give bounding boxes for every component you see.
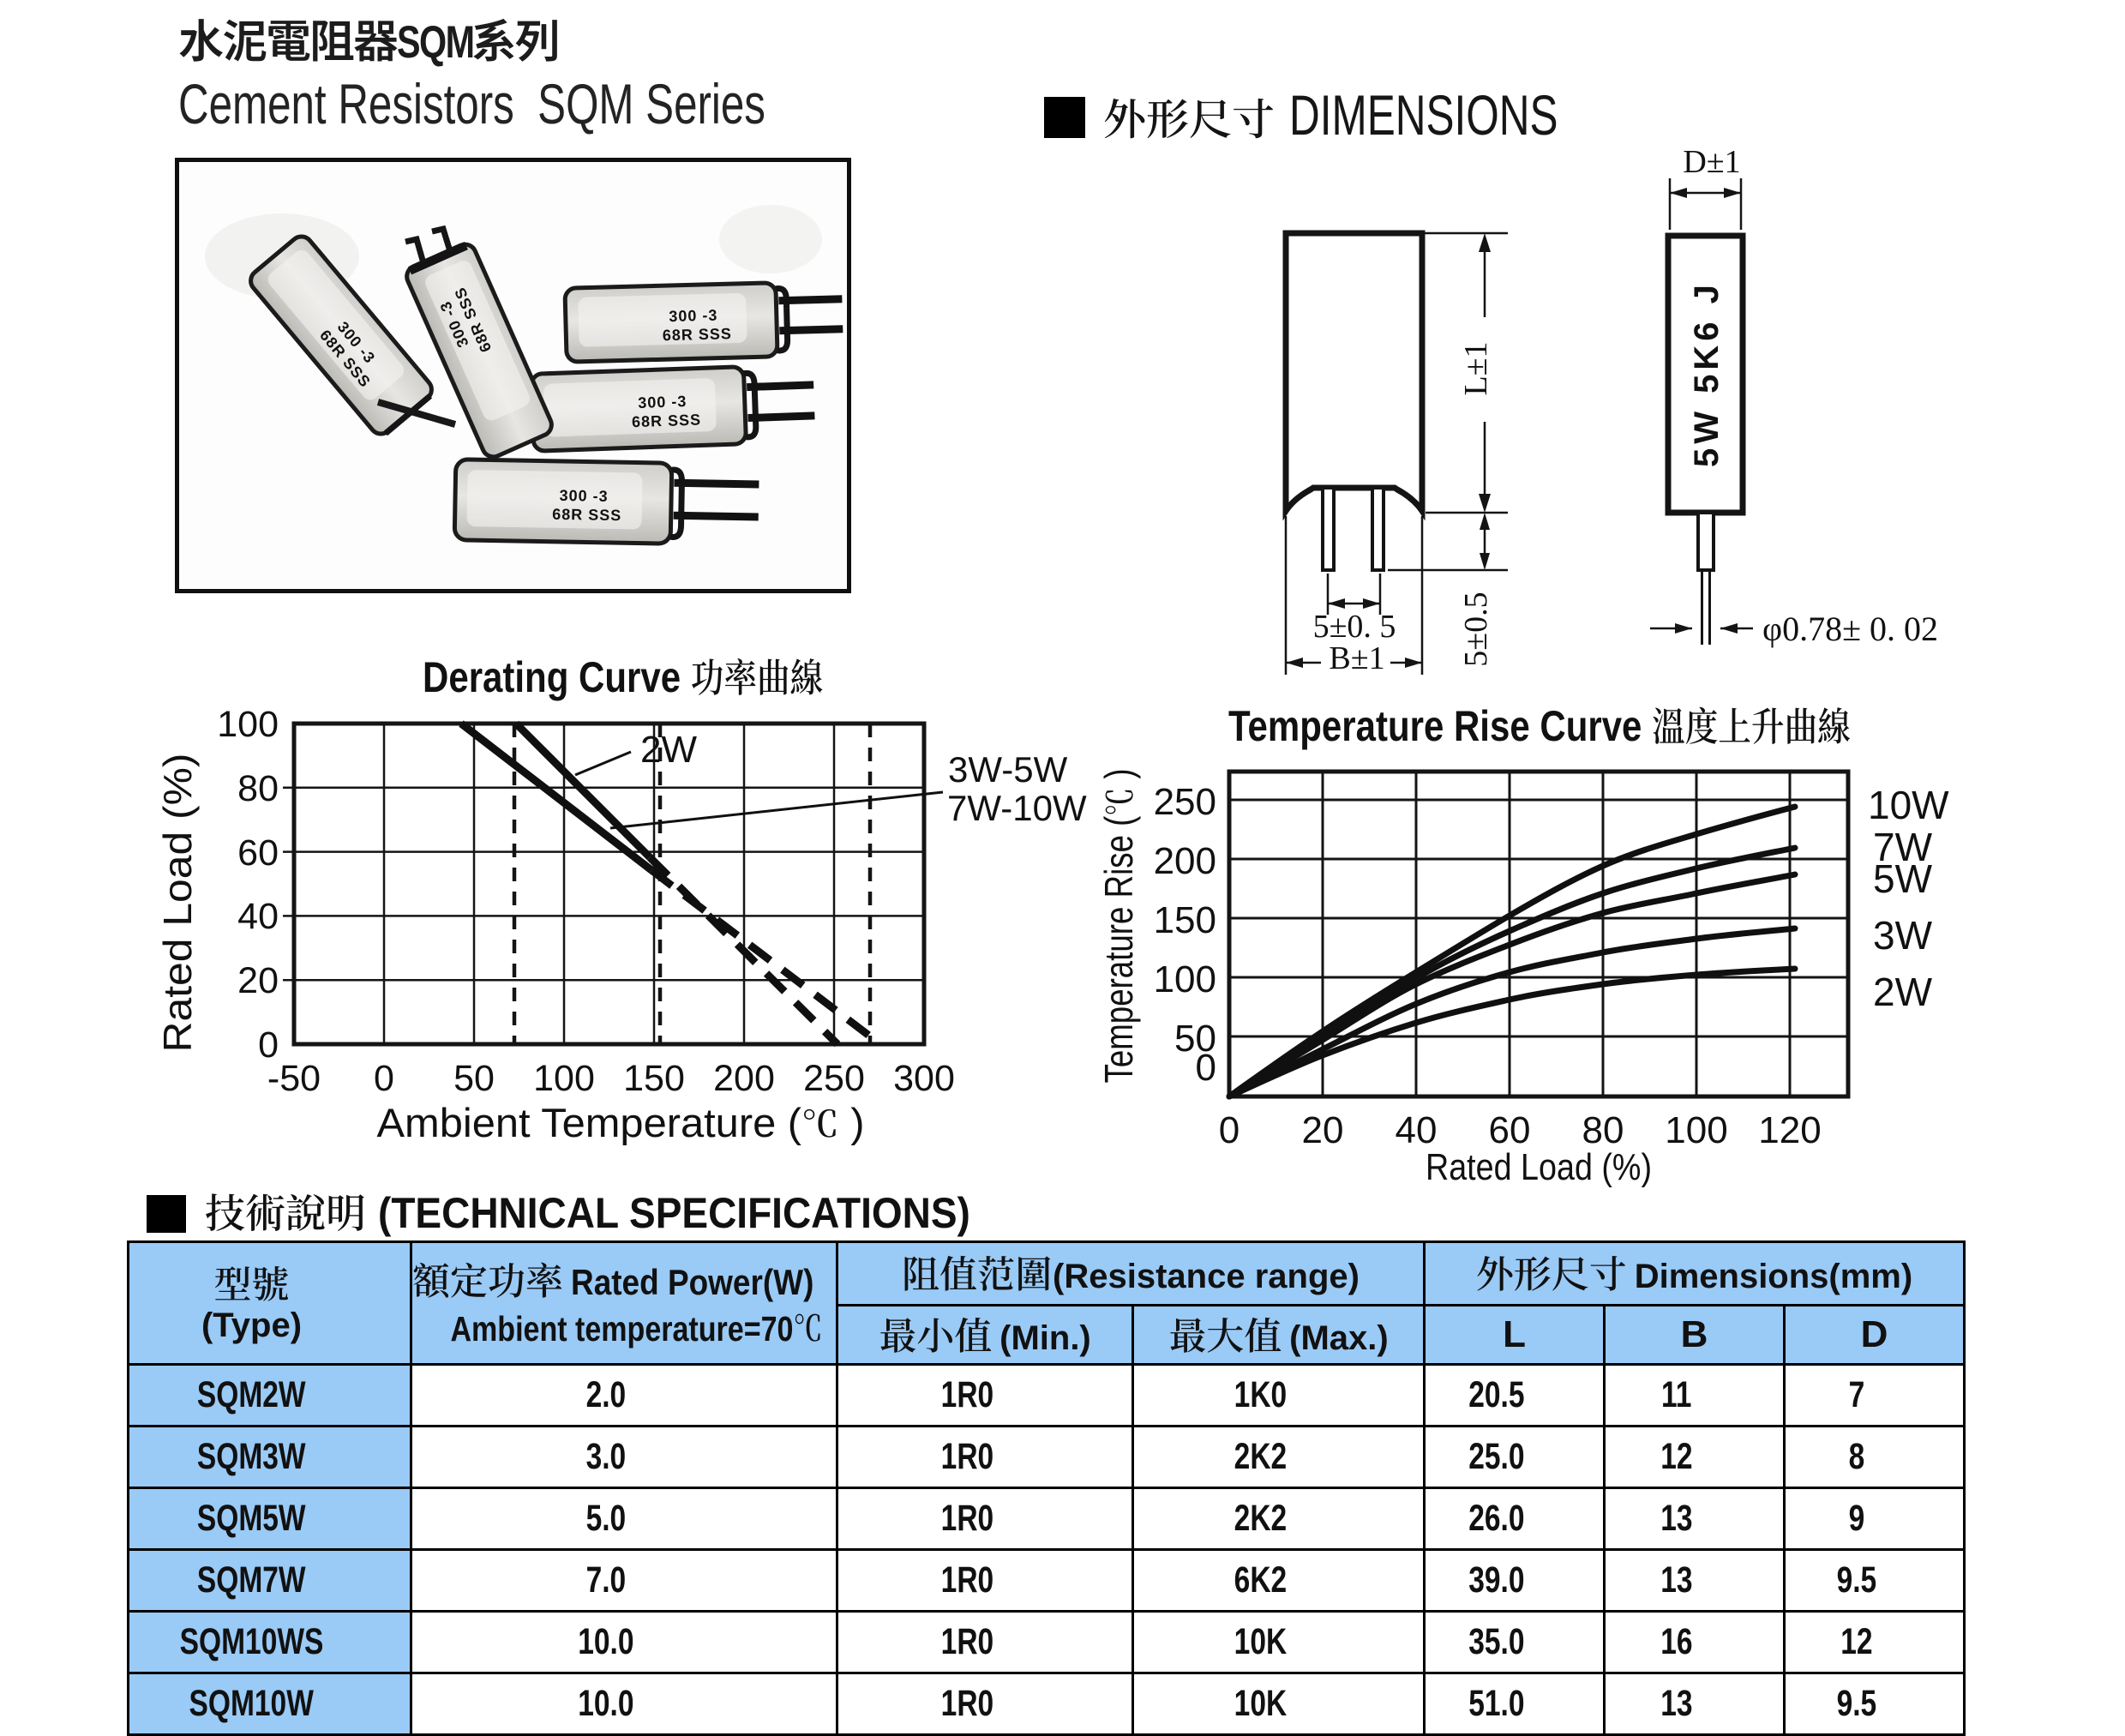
svg-text:5W 5K6 J: 5W 5K6 J	[1688, 280, 1726, 467]
svg-text:60: 60	[1489, 1109, 1531, 1151]
svg-text:L±1: L±1	[1458, 341, 1494, 395]
svg-text:80: 80	[237, 768, 279, 809]
svg-text:300 -3: 300 -3	[559, 487, 608, 505]
svg-text:100: 100	[1665, 1109, 1727, 1151]
svg-text:7W: 7W	[1873, 825, 1933, 869]
svg-text:Temperature Rise (℃ ): Temperature Rise (℃ )	[1092, 769, 1143, 1084]
svg-text:3W: 3W	[1873, 913, 1933, 958]
svg-text:Rated Load (%): Rated Load (%)	[155, 754, 200, 1053]
svg-text:5±0.5: 5±0.5	[1458, 592, 1494, 666]
svg-text:0: 0	[374, 1058, 394, 1099]
svg-text:-50: -50	[267, 1058, 321, 1099]
svg-text:68R SSS: 68R SSS	[552, 506, 621, 524]
svg-text:Rated Load (%): Rated Load (%)	[1426, 1146, 1652, 1188]
svg-text:300: 300	[893, 1058, 955, 1099]
svg-text:50: 50	[453, 1058, 495, 1099]
svg-text:120: 120	[1758, 1109, 1821, 1151]
svg-text:100: 100	[217, 704, 279, 745]
svg-text:68R SSS: 68R SSS	[632, 411, 702, 430]
svg-text:250: 250	[1154, 781, 1216, 823]
svg-text:Ambient Temperature (℃ ): Ambient Temperature (℃ )	[377, 1096, 865, 1148]
svg-text:100: 100	[533, 1058, 595, 1099]
svg-text:40: 40	[237, 896, 279, 937]
svg-text:300 -3: 300 -3	[669, 307, 718, 325]
svg-text:150: 150	[1154, 899, 1216, 941]
svg-text:2W: 2W	[640, 729, 697, 771]
svg-text:20: 20	[237, 960, 279, 1001]
svg-text:50: 50	[1174, 1018, 1216, 1060]
svg-text:5W: 5W	[1873, 856, 1933, 901]
svg-text:68R SSS: 68R SSS	[663, 325, 733, 344]
svg-text:300 -3: 300 -3	[638, 393, 687, 411]
svg-text:2W: 2W	[1873, 970, 1933, 1014]
svg-text:20: 20	[1302, 1109, 1344, 1151]
svg-text:100: 100	[1154, 958, 1216, 1000]
svg-text:0: 0	[258, 1024, 279, 1066]
svg-text:60: 60	[237, 832, 279, 874]
svg-text:0: 0	[1196, 1047, 1216, 1089]
svg-text:7W-10W: 7W-10W	[947, 788, 1087, 828]
svg-text:5±0. 5: 5±0. 5	[1313, 609, 1396, 645]
svg-text:3W-5W: 3W-5W	[948, 749, 1068, 790]
svg-text:250: 250	[803, 1058, 865, 1099]
svg-text:φ0.78± 0. 02: φ0.78± 0. 02	[1762, 610, 1938, 648]
svg-text:80: 80	[1582, 1109, 1624, 1151]
svg-text:150: 150	[623, 1058, 685, 1099]
svg-text:D±1: D±1	[1683, 144, 1740, 180]
svg-text:200: 200	[713, 1058, 775, 1099]
svg-text:40: 40	[1396, 1109, 1438, 1151]
svg-text:B±1: B±1	[1329, 640, 1384, 676]
svg-text:0: 0	[1219, 1109, 1240, 1151]
svg-text:200: 200	[1154, 840, 1216, 882]
svg-text:10W: 10W	[1868, 783, 1949, 827]
